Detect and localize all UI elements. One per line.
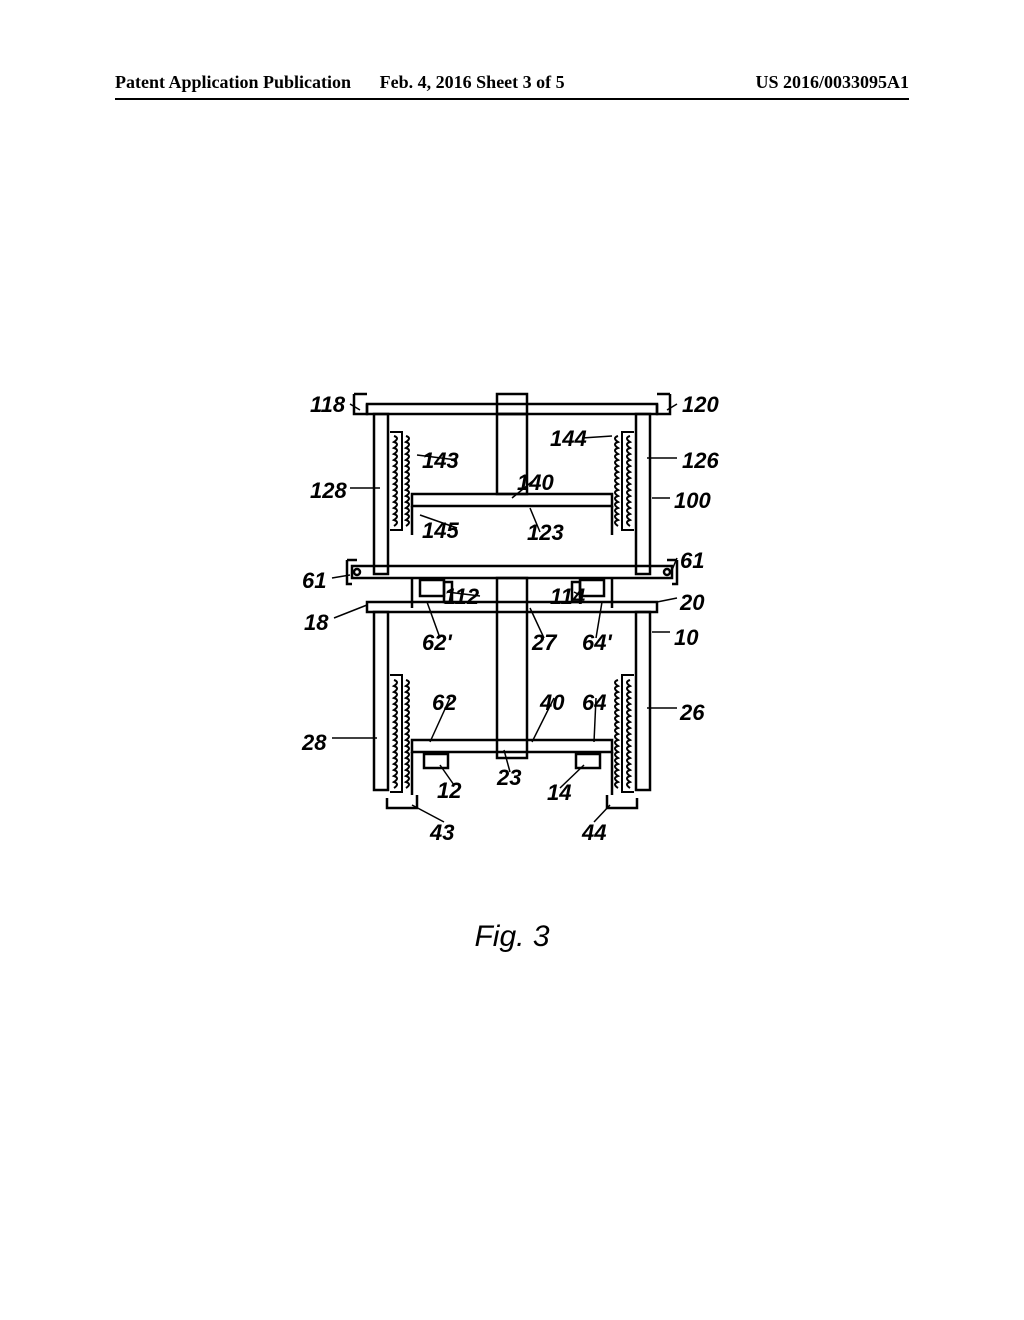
ref-number-61: 61: [302, 568, 326, 594]
ref-number-27: 27: [532, 630, 556, 656]
ref-number-28: 28: [302, 730, 326, 756]
figure-caption: Fig. 3: [0, 920, 1024, 954]
ref-number-26: 26: [680, 700, 704, 726]
header-divider: [115, 98, 909, 100]
ref-number-128: 128: [310, 478, 347, 504]
patent-figure: 118 128 61 18 28 143 145 112 62' 62 12 43 23 140 123 27…: [272, 380, 752, 880]
ref-number-61: 61: [680, 548, 704, 574]
ref-number-14: 14: [547, 780, 571, 806]
ref-number-114: 114: [550, 584, 585, 610]
ref-number-44: 44: [582, 820, 606, 846]
ref-number-62': 62': [422, 630, 452, 656]
header-publication: Patent Application Publication: [115, 72, 380, 93]
page-header: Patent Application Publication Feb. 4, 2…: [0, 72, 1024, 93]
ref-number-140: 140: [517, 470, 554, 496]
ref-number-118: 118: [310, 392, 345, 418]
ref-number-126: 126: [682, 448, 719, 474]
header-date-sheet: Feb. 4, 2016 Sheet 3 of 5: [380, 72, 645, 93]
ref-number-64: 64: [582, 690, 606, 716]
ref-number-64': 64': [582, 630, 612, 656]
ref-number-40: 40: [540, 690, 564, 716]
ref-number-120: 120: [682, 392, 719, 418]
header-patent-number: US 2016/0033095A1: [644, 72, 909, 93]
ref-number-20: 20: [680, 590, 704, 616]
ref-number-18: 18: [304, 610, 328, 636]
ref-number-12: 12: [437, 778, 461, 804]
ref-number-10: 10: [674, 625, 698, 651]
ref-number-43: 43: [430, 820, 454, 846]
ref-number-144: 144: [550, 426, 587, 452]
ref-number-62: 62: [432, 690, 456, 716]
ref-number-123: 123: [527, 520, 564, 546]
ref-number-145: 145: [422, 518, 459, 544]
ref-number-100: 100: [674, 488, 711, 514]
ref-number-143: 143: [422, 448, 459, 474]
ref-number-23: 23: [497, 765, 521, 791]
ref-number-112: 112: [444, 584, 479, 610]
